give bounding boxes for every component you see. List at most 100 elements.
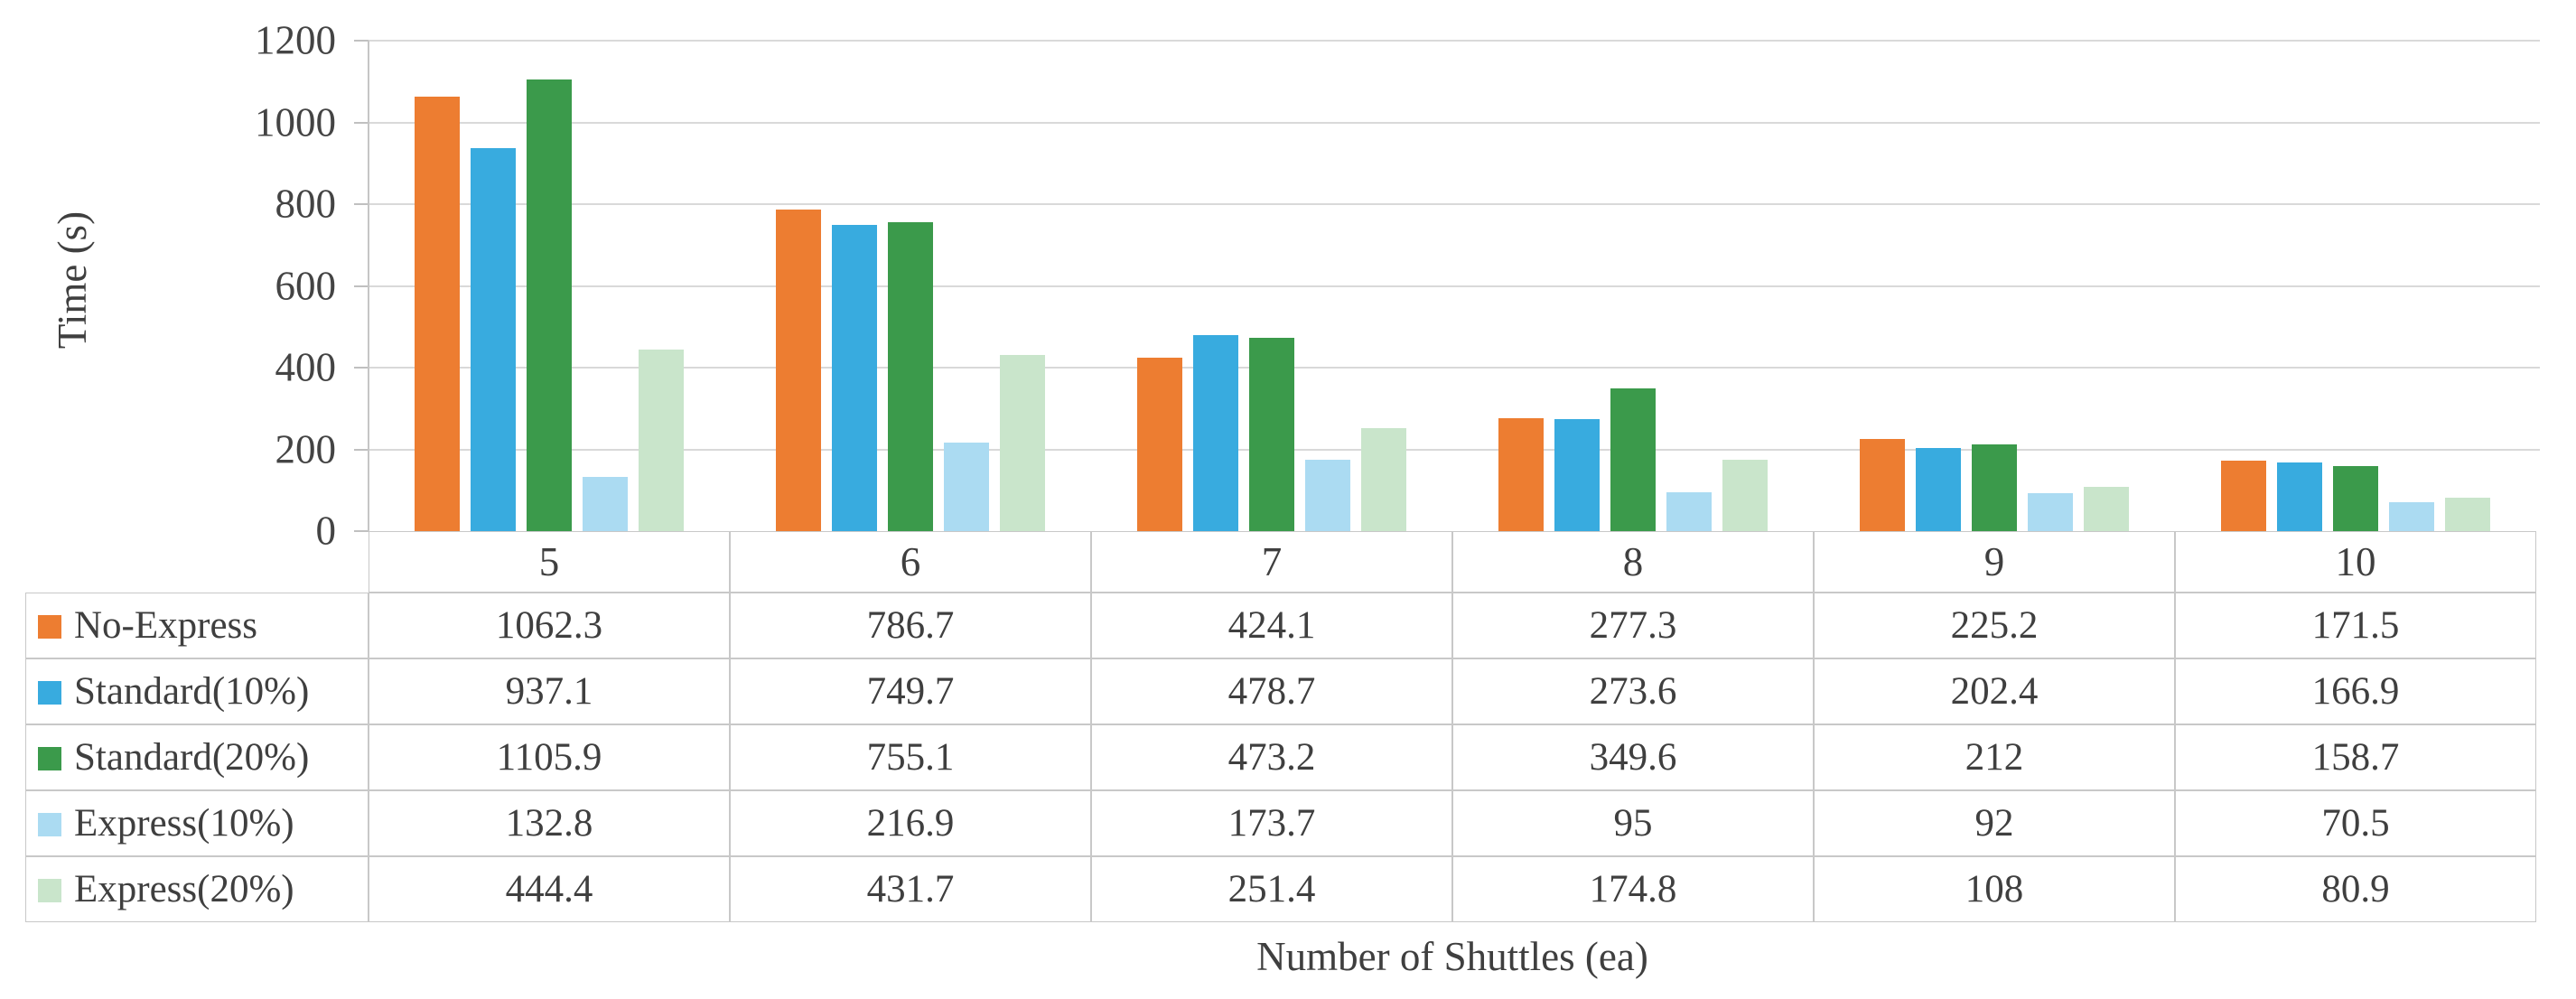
table-value-cell: 80.9 <box>2175 856 2536 922</box>
legend-label: No-Express <box>74 604 258 647</box>
table-value-cell: 786.7 <box>730 593 1091 658</box>
bar-Express(20%)-7 <box>1361 428 1406 531</box>
table-value-cell: 478.7 <box>1091 658 1452 724</box>
bar-Express(20%)-5 <box>639 349 684 531</box>
bar-Standard(10%)-7 <box>1193 335 1238 531</box>
bar-Standard(10%)-5 <box>471 147 516 531</box>
table-header-cell: 5 <box>369 531 730 593</box>
table-value-cell: 749.7 <box>730 658 1091 724</box>
table-value-cell: 277.3 <box>1452 593 1814 658</box>
table-value-cell: 424.1 <box>1091 593 1452 658</box>
legend-swatch-Standard(20%) <box>38 746 61 770</box>
bar-Express(10%)-8 <box>1666 492 1712 531</box>
bar-Express(10%)-7 <box>1305 460 1350 531</box>
bar-Express(20%)-8 <box>1722 459 1768 531</box>
table-value-cell: 251.4 <box>1091 856 1452 922</box>
bar-Standard(20%)-6 <box>888 222 933 531</box>
y-axis-tick <box>354 448 369 451</box>
bar-No-Express-10 <box>2221 461 2266 531</box>
y-axis-tick <box>354 121 369 124</box>
table-value-cell: 95 <box>1452 790 1814 856</box>
table-value-cell: 937.1 <box>369 658 730 724</box>
table-header-cell: 9 <box>1814 531 2175 593</box>
bar-No-Express-7 <box>1137 358 1182 531</box>
bar-Standard(10%)-9 <box>1916 448 1961 531</box>
gridline <box>369 367 2540 369</box>
bar-No-Express-8 <box>1498 417 1544 531</box>
bar-Standard(10%)-6 <box>832 224 877 531</box>
y-axis-tick <box>354 367 369 369</box>
legend-label: Express(10%) <box>74 802 294 845</box>
gridline <box>369 121 2540 124</box>
table-value-cell: 158.7 <box>2175 724 2536 790</box>
y-axis-tick <box>354 530 369 532</box>
table-value-cell: 202.4 <box>1814 658 2175 724</box>
table-value-cell: 108 <box>1814 856 2175 922</box>
table-value-cell: 273.6 <box>1452 658 1814 724</box>
legend-swatch-Express(10%) <box>38 812 61 836</box>
y-axis-tick-label: 1000 <box>255 99 336 145</box>
table-value-cell: 431.7 <box>730 856 1091 922</box>
bar-Standard(20%)-9 <box>1972 444 2017 531</box>
legend-label: Standard(10%) <box>74 670 310 713</box>
bar-Standard(20%)-8 <box>1610 387 1656 531</box>
y-axis-tick <box>354 285 369 287</box>
y-axis-tick-label: 200 <box>275 426 337 471</box>
table-value-cell: 173.7 <box>1091 790 1452 856</box>
legend-cell: No-Express <box>25 593 369 658</box>
bar-Standard(10%)-8 <box>1554 419 1600 531</box>
y-axis-tick-label: 600 <box>275 263 337 308</box>
y-axis-title: Time (s) <box>50 210 95 350</box>
bar-No-Express-9 <box>1860 439 1905 531</box>
table-header-cell: 8 <box>1452 531 1814 593</box>
table-value-cell: 349.6 <box>1452 724 1814 790</box>
gridline <box>369 448 2540 451</box>
y-axis-tick-label: 0 <box>315 508 337 554</box>
table-value-cell: 1105.9 <box>369 724 730 790</box>
bar-Express(10%)-9 <box>2028 493 2073 531</box>
bar-Express(20%)-6 <box>1000 354 1045 531</box>
y-axis-tick <box>354 203 369 205</box>
legend-cell: Express(10%) <box>25 790 369 856</box>
bar-Standard(10%)-10 <box>2277 462 2322 531</box>
y-axis-tick <box>354 40 369 42</box>
x-axis-title: Number of Shuttles (ea) <box>1256 934 1648 979</box>
bar-Standard(20%)-7 <box>1249 337 1294 531</box>
y-axis-tick-label: 1200 <box>255 17 336 63</box>
table-value-cell: 216.9 <box>730 790 1091 856</box>
legend-label: Standard(20%) <box>74 736 310 779</box>
table-value-cell: 212 <box>1814 724 2175 790</box>
table-value-cell: 444.4 <box>369 856 730 922</box>
table-header-cell: 10 <box>2175 531 2536 593</box>
table-header-cell: 7 <box>1091 531 1452 593</box>
bar-No-Express-5 <box>415 97 460 531</box>
y-axis-line <box>368 41 369 531</box>
legend-cell: Express(20%) <box>25 856 369 922</box>
bar-Express(10%)-10 <box>2389 502 2434 531</box>
legend-swatch-Express(20%) <box>38 878 61 902</box>
bar-Standard(20%)-10 <box>2333 466 2378 531</box>
table-value-cell: 92 <box>1814 790 2175 856</box>
table-value-cell: 171.5 <box>2175 593 2536 658</box>
y-axis-tick-label: 400 <box>275 344 337 390</box>
table-value-cell: 166.9 <box>2175 658 2536 724</box>
bar-No-Express-6 <box>776 210 821 531</box>
table-value-cell: 132.8 <box>369 790 730 856</box>
bar-Express(20%)-9 <box>2084 487 2129 531</box>
legend-swatch-No-Express <box>38 614 61 639</box>
y-axis-tick-label: 800 <box>275 181 337 227</box>
bar-Express(10%)-5 <box>583 476 628 531</box>
bar-Express(20%)-10 <box>2445 498 2490 531</box>
table-value-cell: 755.1 <box>730 724 1091 790</box>
gridline <box>369 40 2540 42</box>
table-value-cell: 174.8 <box>1452 856 1814 922</box>
legend-cell: Standard(20%) <box>25 724 369 790</box>
table-value-cell: 225.2 <box>1814 593 2175 658</box>
legend-cell: Standard(10%) <box>25 658 369 724</box>
table-value-cell: 473.2 <box>1091 724 1452 790</box>
gridline <box>369 203 2540 205</box>
table-value-cell: 1062.3 <box>369 593 730 658</box>
legend-label: Express(20%) <box>74 868 294 910</box>
gridline <box>369 285 2540 287</box>
